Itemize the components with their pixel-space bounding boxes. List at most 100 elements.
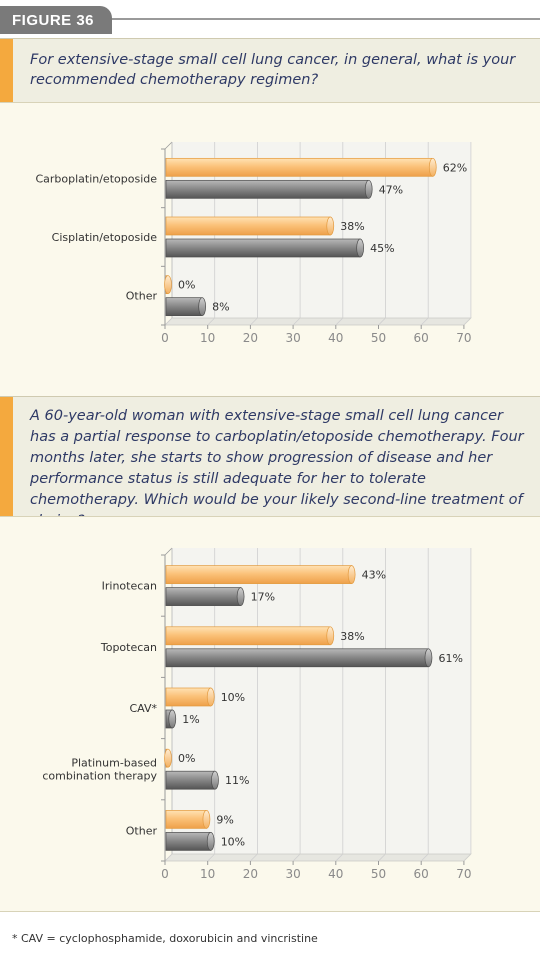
gridline-floor bbox=[164, 317, 173, 326]
chart-2: 0 10 20 30 40 50 60 70 Irinotecan 43% 17% Topotecan… bbox=[42, 547, 472, 881]
value-label: 17% bbox=[251, 591, 275, 604]
y-axis-edge bbox=[164, 141, 173, 150]
bar-gray bbox=[165, 297, 203, 317]
x-tick-label: 60 bbox=[414, 331, 429, 345]
bar-gray bbox=[165, 832, 212, 851]
bar-orange bbox=[165, 626, 331, 646]
value-label: 43% bbox=[362, 569, 386, 582]
value-label: 47% bbox=[379, 183, 403, 196]
x-tick-label: 70 bbox=[456, 331, 471, 345]
question-2-text: A 60-year-old woman with extensive-stage… bbox=[30, 408, 524, 529]
x-tick-label: 10 bbox=[200, 331, 215, 345]
bar-cap-gray bbox=[356, 238, 364, 258]
question-1-box: For extensive-stage small cell lung canc… bbox=[0, 38, 540, 104]
category-label: Irinotecan bbox=[102, 580, 157, 593]
bar-cap-gray bbox=[198, 297, 207, 317]
gridline-floor bbox=[207, 317, 215, 326]
value-label: 62% bbox=[443, 161, 467, 174]
question-2-box: A 60-year-old woman with extensive-stage… bbox=[0, 396, 540, 529]
category-label: Other bbox=[126, 290, 158, 303]
x-tick-label: 50 bbox=[371, 331, 386, 345]
value-label: 38% bbox=[340, 220, 364, 233]
gridline-floor bbox=[378, 853, 386, 862]
chart-1: 0 10 20 30 40 50 60 70 Carboplatin/etoposide 62% 4… bbox=[35, 141, 472, 345]
bar-gray bbox=[165, 648, 429, 668]
value-label: 11% bbox=[225, 774, 249, 787]
bar-gray bbox=[165, 238, 361, 258]
category-label: Platinum-based bbox=[71, 757, 157, 770]
gridline-floor bbox=[335, 317, 344, 326]
category-label: combination therapy bbox=[42, 770, 157, 783]
category-label: Topotecan bbox=[100, 641, 157, 654]
bar-cap-orange bbox=[164, 275, 172, 295]
category-label: Cisplatin/etoposide bbox=[52, 231, 158, 244]
x-tick-label: 50 bbox=[371, 867, 386, 881]
bar-orange bbox=[165, 687, 212, 707]
gridline-floor bbox=[378, 317, 386, 326]
value-label: 38% bbox=[340, 630, 364, 643]
gridline-floor bbox=[420, 853, 429, 862]
question-1-text: For extensive-stage small cell lung canc… bbox=[30, 52, 516, 88]
chart-2-panel: 0 10 20 30 40 50 60 70 Irinotecan 43% 17% Topotecan… bbox=[0, 516, 540, 912]
bar-gray bbox=[165, 587, 241, 606]
value-label: 1% bbox=[182, 713, 199, 726]
x-tick-label: 60 bbox=[414, 867, 429, 881]
gridline-floor bbox=[292, 317, 301, 326]
y-axis-edge bbox=[164, 547, 173, 556]
figure-rule bbox=[112, 18, 540, 20]
plot-back-wall bbox=[172, 548, 471, 854]
bar-cap-orange bbox=[326, 626, 335, 646]
category-label: CAV* bbox=[129, 702, 157, 715]
question-2-accent-bar bbox=[0, 397, 13, 517]
gridline-floor bbox=[164, 853, 173, 862]
gridline-floor bbox=[420, 317, 429, 326]
x-tick-label: 30 bbox=[285, 867, 300, 881]
gridline-floor bbox=[292, 853, 301, 862]
bar-cap-gray bbox=[364, 179, 373, 199]
bar-orange bbox=[165, 157, 434, 177]
x-tick-label: 30 bbox=[285, 331, 300, 345]
value-label: 0% bbox=[178, 752, 195, 765]
x-tick-label: 0 bbox=[161, 331, 169, 345]
gridline-floor bbox=[207, 853, 215, 862]
gridline-floor bbox=[463, 853, 472, 862]
x-tick-label: 0 bbox=[161, 867, 169, 881]
value-label: 8% bbox=[212, 301, 229, 314]
x-tick-label: 70 bbox=[456, 867, 471, 881]
bar-cap-orange bbox=[164, 748, 172, 768]
category-label: Carboplatin/etoposide bbox=[35, 172, 157, 185]
x-tick-label: 10 bbox=[200, 867, 215, 881]
bar-cap-orange bbox=[202, 810, 211, 829]
footnote: * CAV = cyclophosphamide, doxorubicin an… bbox=[12, 932, 318, 945]
gridline-floor bbox=[463, 317, 472, 326]
bar-cap-gray bbox=[236, 587, 245, 606]
figure-label: FIGURE 36 bbox=[0, 6, 112, 34]
value-label: 0% bbox=[178, 279, 195, 292]
value-label: 10% bbox=[221, 835, 245, 848]
value-label: 9% bbox=[216, 813, 233, 826]
bar-cap-gray bbox=[424, 648, 433, 668]
value-label: 10% bbox=[221, 691, 245, 704]
bar-orange bbox=[165, 810, 207, 829]
bar-gray bbox=[165, 770, 216, 790]
bar-cap-orange bbox=[347, 565, 356, 584]
x-tick-label: 40 bbox=[328, 867, 343, 881]
x-tick-label: 20 bbox=[243, 867, 258, 881]
gridline-floor bbox=[250, 853, 258, 862]
bar-cap-orange bbox=[206, 687, 215, 707]
bar-cap-gray bbox=[211, 770, 219, 790]
gridline-floor bbox=[250, 317, 258, 326]
x-tick-label: 20 bbox=[243, 331, 258, 345]
x-tick-label: 40 bbox=[328, 331, 343, 345]
bar-cap-orange bbox=[428, 157, 437, 177]
gridline-floor bbox=[335, 853, 344, 862]
bar-cap-orange bbox=[326, 216, 335, 236]
value-label: 61% bbox=[438, 652, 462, 665]
category-label: Other bbox=[126, 824, 158, 837]
bar-cap-gray bbox=[206, 832, 215, 851]
bar-gray bbox=[165, 179, 370, 199]
bar-cap-gray bbox=[168, 709, 177, 729]
bar-orange bbox=[165, 216, 331, 236]
chart-1-panel: 0 10 20 30 40 50 60 70 Carboplatin/etoposide 62% 4… bbox=[0, 102, 540, 398]
value-label: 45% bbox=[370, 242, 394, 255]
